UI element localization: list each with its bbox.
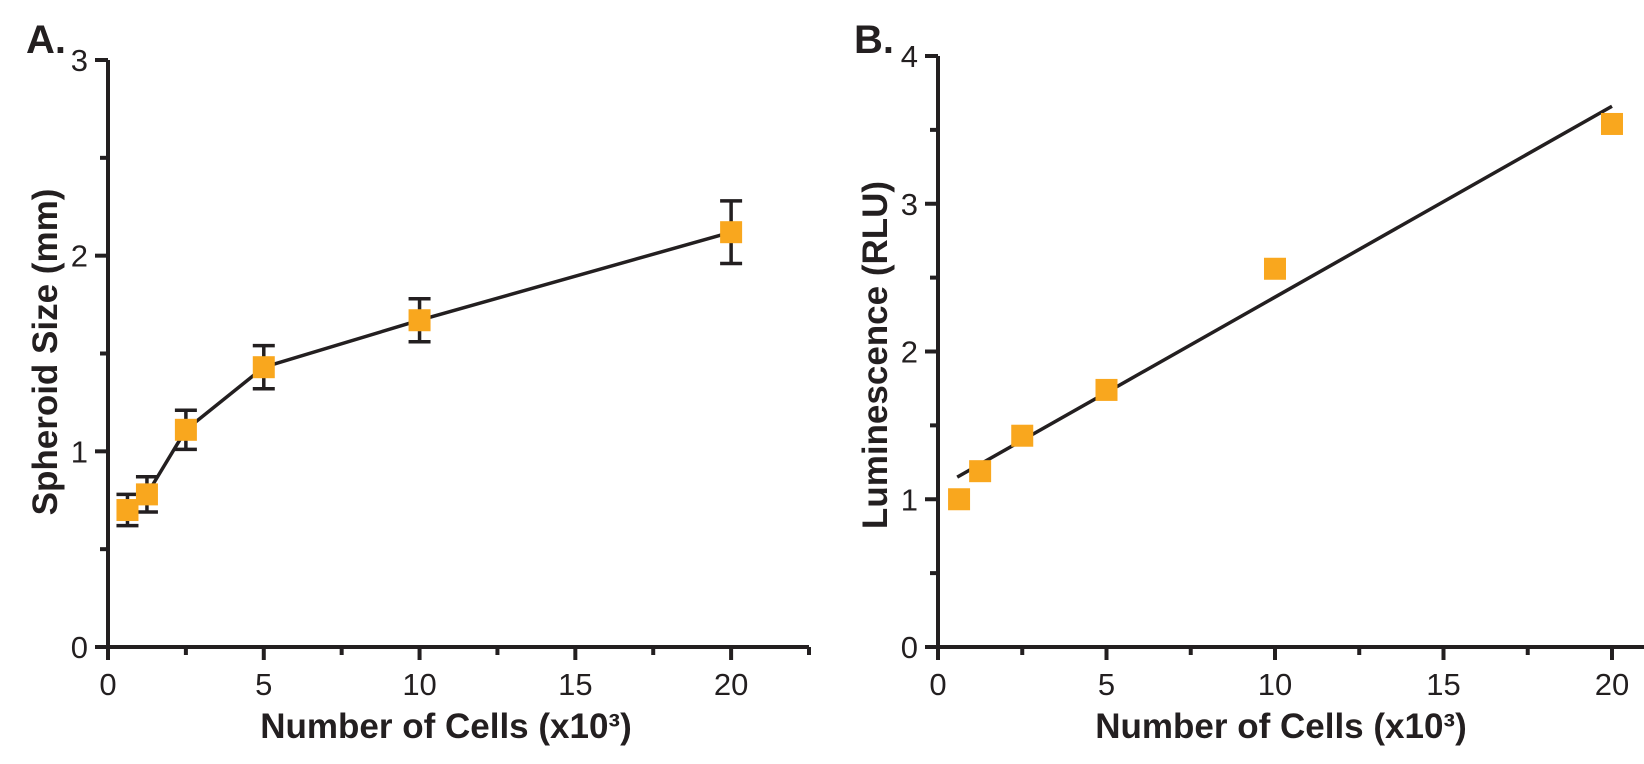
axis-ticks: [925, 54, 1614, 660]
data-point: [1095, 378, 1118, 401]
data-point: [720, 221, 743, 244]
data-point: [116, 499, 139, 522]
data-point: [1263, 257, 1286, 280]
y-tick-label: 3: [901, 187, 918, 222]
panel-a-y-axis-title: Spheroid Size (mm): [26, 188, 65, 516]
panel-b-y-axis-title: Luminescence (RLU): [856, 180, 895, 530]
x-tick-label: 20: [1595, 667, 1629, 702]
data-series: [948, 112, 1623, 511]
data-point: [948, 488, 971, 511]
data-point: [969, 460, 992, 483]
data-connecting-line: [126, 230, 732, 512]
axis-tick-labels: 0 5 10 15 20 0 1 2 3: [71, 43, 749, 702]
panel-b-plot: 0 5 10 15 20 0 1 2 3 4: [901, 39, 1644, 702]
x-tick-label: 15: [558, 667, 592, 702]
data-point: [408, 309, 431, 332]
y-tick-label: 1: [71, 434, 88, 469]
panel-a-x-axis-title: Number of Cells (x10³): [260, 707, 632, 746]
y-tick-label: 1: [901, 482, 918, 517]
panel-a-label: A.: [26, 18, 66, 62]
panel-a-plot: 0 5 10 15 20 0 1 2 3: [71, 43, 811, 702]
linear-fit-line: [956, 104, 1613, 479]
y-tick-label: 3: [71, 43, 88, 78]
axis-tick-labels: 0 5 10 15 20 0 1 2 3 4: [901, 39, 1629, 702]
x-tick-label: 10: [402, 667, 436, 702]
x-tick-label: 10: [1258, 667, 1292, 702]
x-tick-label: 20: [714, 667, 748, 702]
panel-b-label: B.: [854, 18, 894, 62]
data-point: [1600, 112, 1623, 135]
x-tick-label: 5: [255, 667, 272, 702]
y-tick-label: 4: [901, 39, 918, 74]
x-tick-label: 0: [99, 667, 116, 702]
data-point: [1011, 424, 1034, 447]
x-tick-label: 15: [1426, 667, 1460, 702]
data-series: [116, 221, 743, 522]
y-tick-label: 2: [901, 335, 918, 370]
y-tick-label: 0: [71, 630, 88, 665]
axes-lines: [936, 56, 1644, 649]
y-tick-label: 0: [901, 630, 918, 665]
x-tick-label: 5: [1098, 667, 1115, 702]
panel-b-x-axis-title: Number of Cells (x10³): [1095, 707, 1467, 746]
axes-lines: [106, 60, 809, 649]
x-tick-label: 0: [929, 667, 946, 702]
axis-ticks: [95, 58, 811, 660]
data-point: [135, 483, 158, 506]
error-bars: [116, 199, 743, 528]
data-point: [174, 418, 197, 441]
data-point: [252, 356, 275, 379]
y-tick-label: 2: [71, 239, 88, 274]
